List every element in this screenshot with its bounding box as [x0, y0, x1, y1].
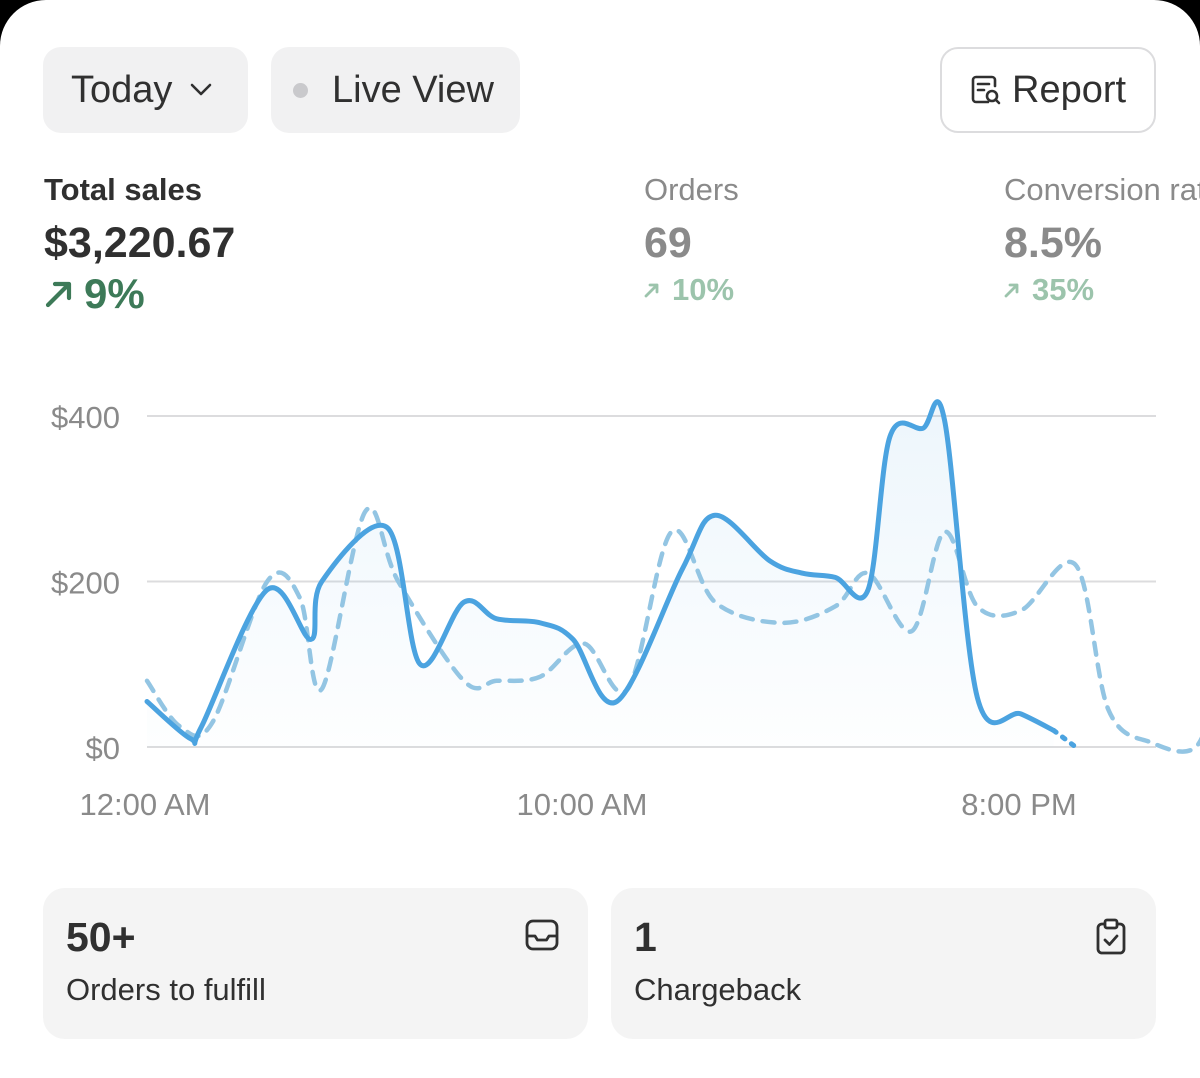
inbox-icon: [524, 918, 560, 952]
live-view-button[interactable]: Live View: [271, 47, 520, 133]
total-sales-change: 9%: [44, 270, 235, 318]
live-view-label: Live View: [332, 68, 494, 111]
chevron-down-icon: [190, 83, 212, 97]
orders-to-fulfill-tile[interactable]: 50+ Orders to fulfill: [43, 888, 588, 1039]
orders-metric[interactable]: Orders 69 10%: [644, 172, 739, 308]
today-series-projection: [1051, 727, 1079, 750]
x-tick-label: 10:00 AM: [517, 787, 648, 822]
y-tick-label: $0: [86, 731, 120, 766]
conversion-rate-change-value: 35%: [1032, 272, 1095, 307]
x-tick-label: 12:00 AM: [80, 787, 211, 822]
total-sales-change-value: 9%: [84, 270, 145, 317]
trend-up-arrow-icon: [1004, 283, 1019, 298]
total-sales-label: Total sales: [44, 172, 202, 207]
chargeback-tile[interactable]: 1 Chargeback: [611, 888, 1156, 1039]
sales-line-chart[interactable]: $0 $200 $400 12:00 AM 10:00 AM 8:00 PM: [0, 380, 1200, 830]
orders-label: Orders: [644, 172, 739, 207]
x-tick-label: 8:00 PM: [961, 787, 1076, 822]
date-range-dropdown[interactable]: Today: [43, 47, 248, 133]
date-range-label: Today: [71, 68, 173, 111]
conversion-rate-metric[interactable]: Conversion rate 8.5% 35%: [1004, 172, 1200, 308]
report-button[interactable]: Report: [940, 47, 1156, 133]
report-label: Report: [1012, 68, 1127, 111]
conversion-rate-label: Conversion rate: [1004, 172, 1200, 207]
chargeback-label: Chargeback: [634, 972, 802, 1007]
orders-change-value: 10%: [672, 272, 735, 307]
conversion-rate-value: 8.5%: [1004, 219, 1103, 267]
trend-up-arrow-icon: [45, 281, 72, 308]
clipboard-check-icon: [1094, 918, 1128, 956]
orders-to-fulfill-count: 50+: [66, 914, 136, 960]
trend-up-arrow-icon: [644, 283, 659, 298]
report-search-icon: [968, 73, 1002, 107]
orders-value: 69: [644, 219, 692, 267]
orders-to-fulfill-label: Orders to fulfill: [66, 972, 266, 1007]
y-tick-label: $400: [51, 400, 120, 435]
live-status-dot-icon: [293, 82, 308, 98]
orders-change: 10%: [644, 272, 739, 308]
today-series-area: [147, 401, 1054, 747]
total-sales-metric[interactable]: Total sales $3,220.67 9%: [44, 172, 235, 318]
comparison-series-line: [144, 505, 1200, 754]
y-tick-label: $200: [51, 566, 120, 601]
total-sales-value: $3,220.67: [44, 219, 236, 267]
chargeback-count: 1: [634, 914, 657, 960]
today-series-line: [144, 399, 1057, 746]
conversion-rate-change: 35%: [1004, 272, 1200, 308]
